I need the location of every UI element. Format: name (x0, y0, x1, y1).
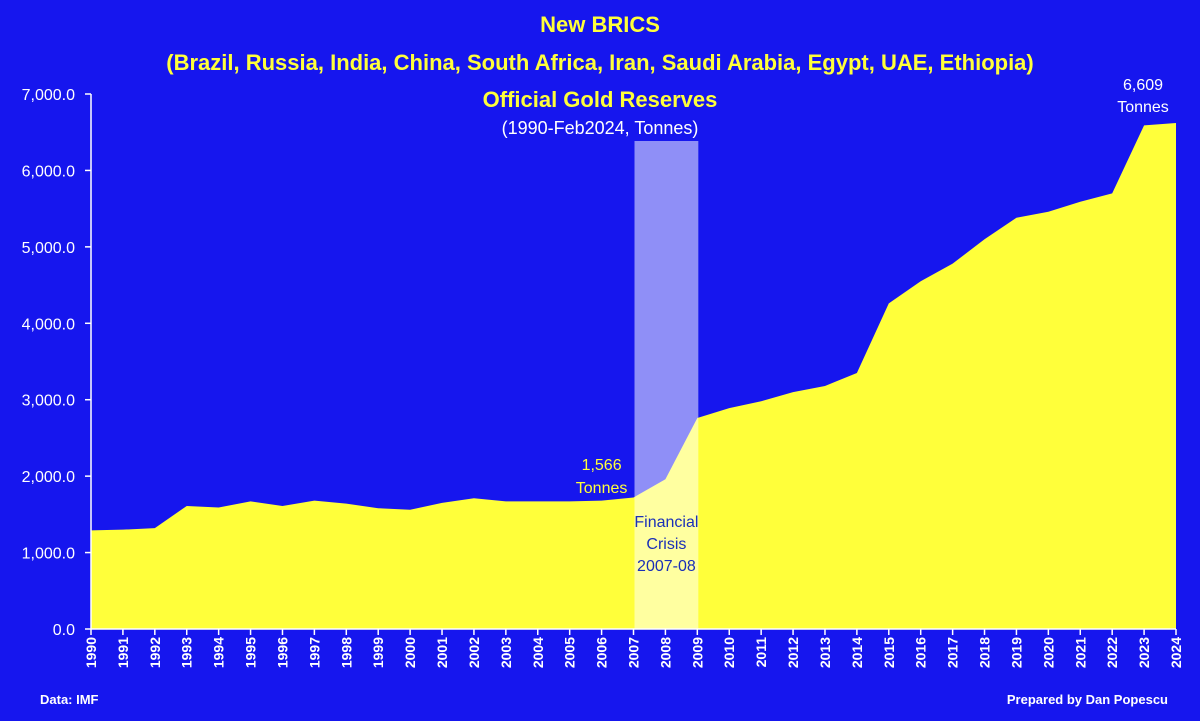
x-tick-label-1994: 1994 (211, 637, 227, 668)
x-tick-label-2008: 2008 (657, 637, 673, 668)
x-tick-label-2012: 2012 (785, 637, 801, 668)
series-area-gold-reserves (91, 123, 1176, 629)
x-tick-label-1999: 1999 (370, 637, 386, 668)
x-tick-label-1993: 1993 (179, 637, 195, 668)
x-tick-label-1998: 1998 (338, 637, 354, 668)
y-tick-label-3000: 3,000.0 (22, 393, 75, 410)
annotation-2006-line-2: Tonnes (576, 480, 628, 497)
y-tick-label-0: 0.0 (53, 622, 75, 639)
y-tick-label-6000: 6,000.0 (22, 163, 75, 180)
x-tick-label-1997: 1997 (306, 637, 322, 668)
x-tick-label-2010: 2010 (721, 637, 737, 668)
data-source: Data: IMF (40, 692, 99, 707)
y-tick-label-7000: 7,000.0 (22, 87, 75, 104)
title-line-1: New BRICS (540, 12, 660, 37)
x-axis-ticks: 1990 1991 1992 1993 1994 1995 1996 1997 1998 1999… (83, 629, 1184, 668)
chart-credit: Prepared by Dan Popescu (1007, 692, 1168, 707)
title-line-3: Official Gold Reserves (483, 87, 718, 112)
x-tick-label-2000: 2000 (402, 637, 418, 668)
x-tick-label-2011: 2011 (753, 637, 769, 668)
plot-area (91, 123, 1176, 629)
x-tick-label-1995: 1995 (243, 637, 259, 668)
x-tick-label-2001: 2001 (434, 637, 450, 668)
x-tick-label-2009: 2009 (689, 637, 705, 668)
x-tick-label-2023: 2023 (1136, 637, 1152, 668)
x-tick-label-2002: 2002 (466, 637, 482, 668)
y-tick-label-1000: 1,000.0 (22, 546, 75, 563)
x-tick-label-2017: 2017 (945, 637, 961, 668)
x-tick-label-2021: 2021 (1072, 637, 1088, 668)
title-line-2: (Brazil, Russia, India, China, South Afr… (166, 50, 1034, 75)
x-tick-label-2013: 2013 (817, 637, 833, 668)
x-tick-label-1990: 1990 (83, 637, 99, 668)
x-tick-label-2014: 2014 (849, 637, 865, 668)
x-tick-label-2015: 2015 (881, 637, 897, 668)
y-tick-label-2000: 2,000.0 (22, 469, 75, 486)
annotation-2024-line-2: Tonnes (1117, 99, 1169, 116)
x-tick-label-2020: 2020 (1040, 637, 1056, 668)
chart-title: New BRICS (Brazil, Russia, India, China,… (166, 12, 1034, 138)
y-tick-label-4000: 4,000.0 (22, 316, 75, 333)
x-tick-label-2003: 2003 (498, 637, 514, 668)
x-tick-label-2005: 2005 (562, 637, 578, 668)
x-tick-label-1992: 1992 (147, 637, 163, 668)
x-tick-label-2007: 2007 (626, 637, 642, 668)
x-tick-label-1991: 1991 (115, 637, 131, 668)
crisis-label-line-2: Crisis (646, 536, 686, 553)
annotations: Financial Crisis 2007-08 1,566 Tonnes 6,609 To… (576, 77, 1169, 575)
x-tick-label-1996: 1996 (274, 637, 290, 668)
x-tick-label-2016: 2016 (913, 637, 929, 668)
x-tick-label-2019: 2019 (1008, 637, 1024, 668)
y-axis-ticks: 0.0 1,000.0 2,000.0 3,000.0 4,000.0 5,000.0 6,… (22, 87, 91, 639)
annotation-2006-line-1: 1,566 (582, 457, 622, 474)
y-tick-label-5000: 5,000.0 (22, 240, 75, 257)
annotation-2024-line-1: 6,609 (1123, 77, 1163, 94)
x-tick-label-2022: 2022 (1104, 637, 1120, 668)
crisis-label-line-1: Financial (634, 514, 698, 531)
crisis-highlight-band (634, 141, 699, 629)
x-tick-label-2024: 2024 (1168, 637, 1184, 668)
x-tick-label-2018: 2018 (977, 637, 993, 668)
crisis-label-line-3: 2007-08 (637, 558, 696, 575)
x-tick-label-2004: 2004 (530, 637, 546, 668)
chart-subtitle: (1990-Feb2024, Tonnes) (502, 118, 699, 138)
x-tick-label-2006: 2006 (594, 637, 610, 668)
